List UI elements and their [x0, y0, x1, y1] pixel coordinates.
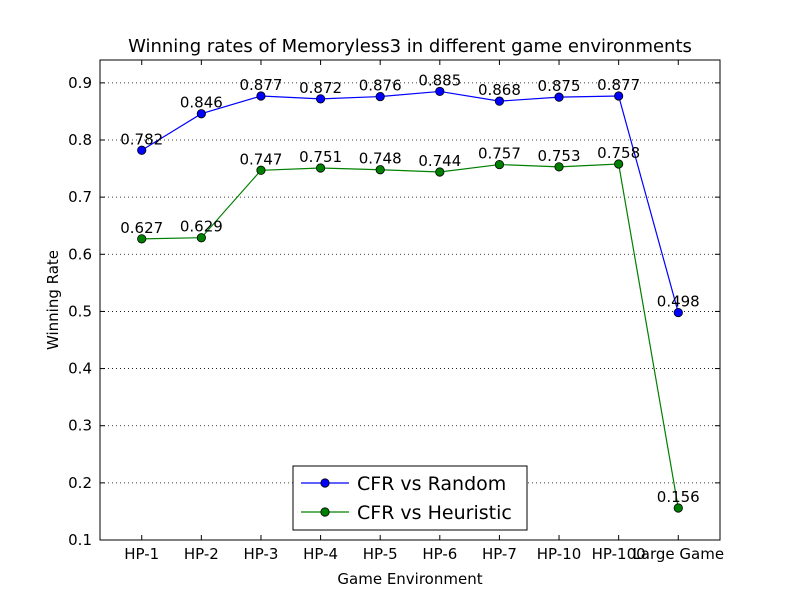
legend-label: CFR vs Heuristic	[357, 502, 512, 524]
data-label: 0.782	[120, 130, 163, 148]
x-tick-label: HP-7	[482, 545, 517, 563]
y-tick-label: 0.6	[68, 245, 92, 263]
y-tick-label: 0.3	[68, 417, 92, 435]
x-tick-label: HP-1	[124, 545, 159, 563]
data-label: 0.876	[359, 77, 402, 95]
data-point	[375, 165, 385, 175]
plot-frame	[99, 59, 721, 541]
legend-marker	[320, 478, 330, 488]
data-point	[196, 233, 206, 243]
data-label: 0.875	[538, 77, 581, 95]
data-label: 0.498	[657, 293, 700, 311]
data-point	[256, 165, 266, 175]
data-label: 0.757	[478, 145, 521, 163]
data-label: 0.885	[418, 71, 461, 89]
series-line	[141, 90, 679, 313]
data-point	[137, 145, 147, 155]
data-point	[673, 307, 683, 318]
data-label: 0.748	[359, 150, 402, 168]
data-point	[375, 91, 385, 102]
data-point	[554, 162, 564, 172]
data-label: 0.747	[239, 150, 282, 168]
data-label: 0.627	[120, 219, 163, 237]
data-point	[137, 234, 147, 244]
x-axis-label: Game Environment	[337, 570, 482, 588]
legend: CFR vs Random CFR vs Heuristic	[292, 465, 528, 531]
series-0: 0.782 0.846 0.877 0.872 0.876 0.885 0.868 0.875…	[120, 71, 700, 318]
y-tick-label: 0.5	[68, 302, 92, 320]
x-tick-label: HP-100	[592, 545, 646, 563]
x-tick-label: HP-3	[243, 545, 278, 563]
chart-title: Winning rates of Memoryless3 in differen…	[128, 36, 692, 57]
y-tick-label: 0.7	[68, 188, 92, 206]
series-line	[141, 163, 679, 509]
x-tick-label: HP-10	[537, 545, 582, 563]
data-point	[435, 167, 445, 177]
data-label: 0.758	[597, 144, 640, 162]
data-point	[196, 109, 206, 119]
data-label: 0.753	[538, 147, 581, 165]
data-point	[256, 91, 266, 101]
data-label: 0.868	[478, 81, 521, 99]
axes: 0.1 0.2 0.3 0.4 0.5 0.6 0.7 0.8 0.9 HP-1 HP-2 HP-3 H…	[68, 60, 724, 563]
x-tick-label: HP-2	[184, 545, 219, 563]
data-point	[554, 92, 564, 102]
legend-label: CFR vs Random	[357, 473, 506, 495]
x-tick-label: HP-5	[363, 545, 398, 563]
data-label: 0.846	[180, 94, 223, 112]
y-axis-label: Winning Rate	[44, 250, 62, 350]
data-label: 0.877	[597, 76, 640, 94]
data-point	[494, 159, 505, 170]
data-label: 0.872	[299, 79, 342, 97]
data-point	[315, 94, 326, 104]
y-tick-label: 0.4	[68, 360, 92, 378]
x-tick-label: HP-6	[422, 545, 457, 563]
data-point	[673, 503, 683, 513]
data-label: 0.744	[418, 152, 461, 170]
data-point	[435, 86, 445, 97]
y-tick-label: 0.9	[68, 74, 92, 92]
data-label: 0.629	[180, 218, 223, 236]
data-point	[614, 159, 624, 169]
legend-box	[292, 465, 528, 531]
y-tick-label: 0.1	[68, 531, 92, 549]
data-point	[494, 96, 505, 106]
data-label: 0.877	[239, 76, 282, 94]
series-layer: 0.782 0.846 0.877 0.872 0.876 0.885 0.868 0.875…	[120, 71, 700, 513]
x-tick-label: HP-4	[303, 545, 338, 563]
data-label: 0.156	[657, 488, 700, 506]
data-point	[614, 91, 624, 101]
data-label: 0.751	[299, 148, 342, 166]
data-point	[315, 163, 326, 173]
legend-marker	[320, 507, 330, 517]
y-tick-label: 0.8	[68, 131, 92, 149]
y-tick-label: 0.2	[68, 474, 92, 492]
series-1: 0.627 0.629 0.747 0.751 0.748 0.744 0.757 0.753…	[120, 144, 700, 513]
x-tick-label: Large Game	[632, 545, 724, 563]
